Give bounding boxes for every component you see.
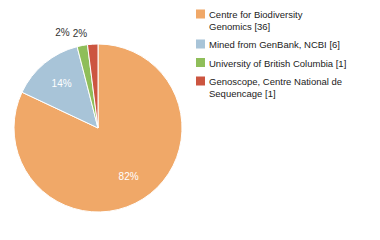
pie (14, 44, 182, 212)
pie-slice (87, 44, 98, 128)
legend-label: University of British Columbia [1] (209, 57, 346, 68)
data-label: 2% (55, 27, 70, 38)
data-label: 82% (119, 171, 139, 182)
legend-swatch (196, 40, 205, 49)
legend-label: Mined from GenBank, NCBI [6] (209, 39, 340, 50)
legend-label: Centre for BiodiversityGenomics [36] (209, 9, 303, 32)
data-label: 2% (73, 28, 88, 39)
chart: 82% 14% 2%2% Centre for BiodiversityGenomic… (0, 0, 380, 240)
legend-swatch (196, 58, 205, 67)
pie-slice (77, 45, 98, 128)
data-labels: 82% 14% 2%2% (52, 27, 139, 182)
legend-swatch (196, 77, 205, 86)
legend: Centre for BiodiversityGenomics [36] Mine… (196, 9, 346, 99)
data-label: 14% (52, 78, 72, 89)
pie-slice (14, 44, 182, 212)
legend-swatch (196, 10, 205, 19)
legend-label: Genoscope, Centre National deSequencage … (209, 76, 342, 99)
